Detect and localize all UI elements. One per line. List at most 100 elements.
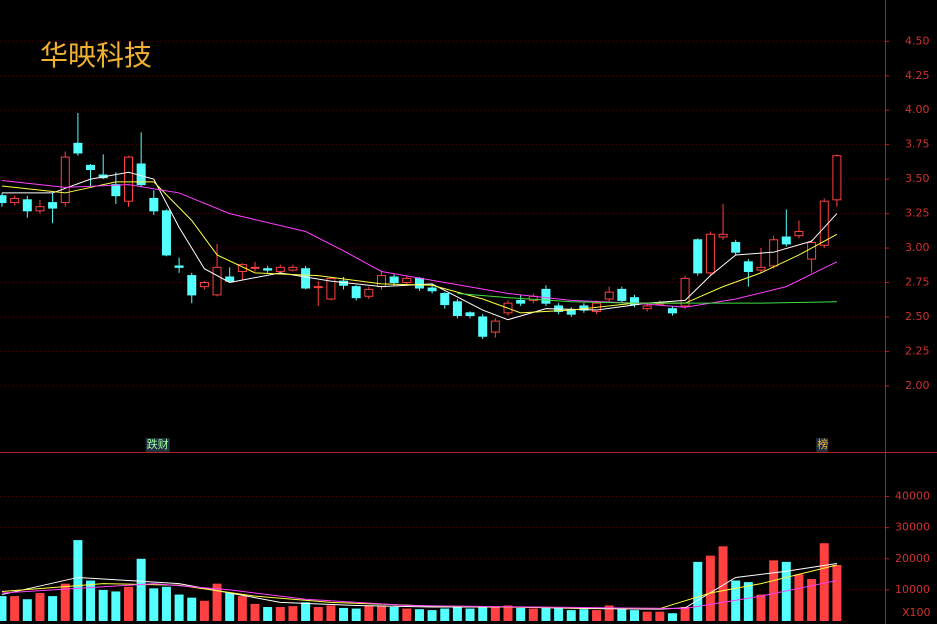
volume-bar [794, 574, 804, 621]
volume-bar [10, 596, 20, 621]
volume-bar [819, 543, 829, 621]
volume-bar [693, 561, 703, 621]
candle-body [351, 286, 361, 299]
candle-body [693, 239, 703, 274]
volume-bar [364, 605, 374, 621]
candle-body [414, 277, 424, 289]
volume-unit: X100 [902, 606, 931, 619]
candle-body [807, 242, 817, 260]
candle-body [819, 200, 829, 246]
candle-body [124, 156, 133, 202]
candle-body [667, 308, 677, 314]
volume-bar [263, 607, 273, 621]
candle-body [301, 268, 311, 289]
candle-body [174, 265, 184, 268]
volume-bar [225, 593, 235, 621]
volume-bar [655, 611, 665, 621]
y-tick-label: 30000 [895, 521, 930, 534]
y-tick-label: 2.25 [905, 344, 930, 357]
volume-bar [22, 599, 32, 621]
candle-body [731, 242, 741, 253]
ma-line [2, 171, 838, 321]
volume-bar [301, 602, 311, 621]
y-tick-label: 3.75 [905, 138, 930, 151]
y-tick-label: 10000 [895, 583, 930, 596]
volume-bar [642, 611, 652, 621]
volume-bar [275, 607, 285, 621]
volume-bar [199, 600, 209, 621]
volume-bar [111, 591, 121, 621]
candle-body [10, 197, 20, 204]
y-tick-label: 3.50 [905, 172, 930, 185]
volume-bar [351, 608, 361, 621]
volume-bar [592, 610, 602, 621]
candle-body [440, 293, 450, 306]
volume-bar [326, 605, 336, 621]
candle-body [680, 277, 690, 307]
annotation-box [816, 438, 829, 452]
ma-line [1, 181, 838, 314]
y-tick-label: 4.00 [905, 103, 930, 116]
volume-bar [718, 546, 728, 621]
candle-body [452, 301, 462, 317]
volume-bar [617, 608, 627, 621]
candle-body [389, 276, 399, 283]
candle-body [288, 266, 298, 271]
volume-bar [161, 586, 171, 621]
annotation: 跌财 [147, 437, 169, 451]
candle-body [705, 233, 715, 274]
volume-bar [465, 608, 475, 621]
volume-bar [541, 607, 551, 621]
volume-bar [402, 608, 412, 621]
volume-bar [667, 613, 677, 621]
y-tick-label: 20000 [895, 552, 930, 565]
volume-bar [478, 607, 488, 621]
candle-body [326, 277, 336, 300]
volume-bar [756, 594, 766, 621]
volume-bar [339, 607, 349, 621]
volume-bar [98, 589, 108, 621]
candle-body [756, 266, 766, 271]
volume-bar [288, 606, 298, 621]
candle-body [313, 286, 323, 289]
candle-body [832, 155, 842, 201]
volume-bar [73, 540, 83, 621]
volume-bar [528, 608, 538, 621]
volume-bar [35, 593, 45, 621]
volume-bar [124, 586, 133, 621]
ma-line [1, 562, 837, 610]
candle-body [0, 195, 7, 204]
candle-body [73, 142, 83, 154]
y-tick-label: 40000 [895, 490, 930, 503]
y-tick-label: 4.25 [905, 69, 930, 82]
volume-bar [48, 596, 58, 621]
volume-bar [604, 605, 614, 621]
volume-bar [743, 582, 753, 621]
volume-bar [187, 597, 197, 621]
volume-bar [427, 610, 437, 621]
candle-body [111, 184, 121, 197]
y-tick-label: 3.25 [905, 207, 930, 220]
volume-bar [174, 594, 184, 621]
candle-body [364, 288, 374, 297]
volume-bar [313, 607, 323, 621]
y-tick-label: 2.00 [905, 379, 930, 392]
volume-bar [579, 609, 589, 621]
volume-bar [566, 610, 576, 621]
candle-body [781, 236, 791, 245]
volume-bar [832, 565, 842, 621]
candle-body [187, 275, 197, 296]
volume-bar [414, 609, 424, 621]
volume-bar [389, 607, 399, 621]
volume-bar [630, 610, 639, 621]
candle-body [60, 156, 70, 204]
volume-bar [807, 579, 817, 621]
volume-bar [212, 583, 222, 621]
candle-body [604, 291, 614, 300]
volume-bar [705, 555, 715, 621]
candle-body [22, 199, 32, 212]
candle-body [541, 288, 551, 304]
candle-body [642, 305, 652, 310]
volume-bar [769, 560, 779, 621]
